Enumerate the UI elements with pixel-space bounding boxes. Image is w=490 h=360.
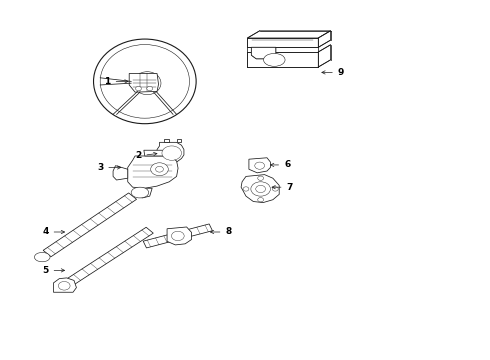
Polygon shape (61, 227, 153, 289)
Polygon shape (318, 45, 331, 67)
Polygon shape (176, 139, 181, 142)
Ellipse shape (255, 162, 265, 169)
Ellipse shape (243, 187, 249, 191)
Ellipse shape (134, 72, 161, 95)
Polygon shape (128, 156, 178, 188)
Text: 3: 3 (97, 163, 121, 172)
Text: 7: 7 (272, 183, 293, 192)
Ellipse shape (162, 146, 181, 160)
Ellipse shape (147, 86, 153, 91)
Text: 9: 9 (322, 68, 344, 77)
Ellipse shape (272, 187, 278, 191)
Ellipse shape (258, 198, 264, 202)
Ellipse shape (131, 187, 149, 198)
Text: 8: 8 (210, 228, 232, 237)
Text: 2: 2 (135, 152, 157, 161)
Ellipse shape (136, 86, 142, 91)
Polygon shape (247, 38, 318, 47)
Text: 6: 6 (270, 161, 291, 170)
Polygon shape (249, 158, 270, 173)
Ellipse shape (151, 163, 168, 176)
Polygon shape (43, 193, 137, 257)
Ellipse shape (34, 252, 50, 262)
Ellipse shape (94, 39, 196, 124)
Ellipse shape (172, 231, 184, 240)
Polygon shape (157, 142, 184, 164)
Polygon shape (247, 31, 331, 38)
Polygon shape (318, 31, 331, 47)
Ellipse shape (166, 149, 177, 157)
Polygon shape (168, 164, 175, 168)
Ellipse shape (156, 166, 163, 172)
Polygon shape (241, 175, 279, 203)
Polygon shape (251, 47, 276, 59)
Polygon shape (113, 166, 128, 180)
Polygon shape (247, 52, 318, 67)
Polygon shape (135, 188, 152, 198)
Text: 4: 4 (42, 228, 65, 237)
Polygon shape (144, 150, 169, 156)
Ellipse shape (258, 176, 264, 180)
Ellipse shape (58, 282, 70, 290)
Text: 1: 1 (104, 77, 128, 86)
Polygon shape (143, 224, 213, 248)
Ellipse shape (100, 45, 190, 118)
Ellipse shape (264, 53, 285, 66)
Polygon shape (251, 47, 276, 59)
Ellipse shape (256, 185, 266, 193)
Polygon shape (164, 139, 169, 142)
Polygon shape (129, 73, 159, 92)
Text: 5: 5 (42, 266, 65, 275)
Polygon shape (150, 151, 157, 155)
Ellipse shape (251, 182, 270, 196)
Polygon shape (53, 278, 76, 292)
Polygon shape (167, 227, 192, 245)
